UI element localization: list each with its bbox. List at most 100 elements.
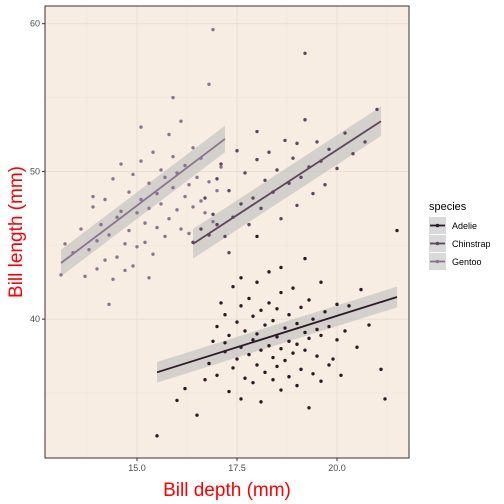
point-adelie-78 (343, 329, 347, 333)
point-gentoo-6 (91, 205, 95, 209)
point-chinstrap-22 (275, 168, 279, 172)
point-adelie-66 (311, 317, 315, 321)
point-adelie-16 (235, 357, 239, 361)
point-gentoo-23 (131, 172, 135, 177)
point-chinstrap-40 (363, 140, 367, 144)
point-adelie-87 (239, 276, 243, 280)
point-gentoo-1 (63, 242, 67, 246)
point-adelie-54 (291, 286, 295, 290)
point-gentoo-35 (155, 225, 159, 230)
point-gentoo-58 (207, 180, 211, 184)
y-tick-label-2: 60 (30, 19, 40, 29)
point-gentoo-19 (123, 242, 127, 246)
point-gentoo-32 (151, 150, 155, 154)
point-gentoo-29 (143, 240, 147, 245)
point-adelie-85 (395, 228, 399, 233)
point-adelie-90 (303, 256, 307, 261)
point-adelie-67 (315, 354, 319, 358)
x-tick-label-1: 17.5 (228, 463, 246, 473)
point-adelie-80 (355, 345, 359, 349)
point-chinstrap-36 (327, 147, 331, 151)
point-gentoo-63 (107, 302, 111, 307)
point-chinstrap-7 (219, 162, 223, 166)
point-adelie-56 (295, 342, 299, 346)
point-adelie-49 (283, 326, 287, 330)
point-gentoo-47 (179, 227, 183, 231)
point-gentoo-55 (199, 199, 203, 203)
point-gentoo-52 (191, 146, 195, 150)
point-chinstrap-19 (263, 178, 267, 183)
point-adelie-91 (319, 280, 323, 284)
point-gentoo-68 (139, 125, 143, 129)
point-gentoo-40 (167, 132, 171, 137)
point-gentoo-10 (103, 258, 107, 262)
point-chinstrap-8 (223, 234, 227, 239)
point-adelie-57 (295, 321, 299, 326)
point-gentoo-17 (119, 162, 123, 166)
point-adelie-0 (155, 434, 159, 438)
point-chinstrap-29 (299, 175, 303, 180)
point-adelie-13 (227, 333, 231, 338)
point-adelie-6 (211, 339, 215, 344)
point-adelie-4 (203, 378, 207, 382)
point-adelie-63 (307, 336, 311, 341)
point-adelie-70 (319, 333, 323, 338)
point-adelie-46 (279, 346, 283, 351)
point-gentoo-16 (115, 255, 119, 259)
point-gentoo-50 (187, 183, 191, 187)
point-gentoo-18 (119, 209, 123, 214)
point-adelie-40 (271, 355, 275, 360)
point-chinstrap-5 (215, 177, 219, 181)
point-adelie-17 (235, 320, 239, 324)
legend-key-point-chinstrap (435, 241, 440, 246)
point-gentoo-9 (99, 222, 103, 227)
point-gentoo-24 (135, 211, 139, 215)
point-chinstrap-42 (303, 51, 307, 55)
point-adelie-75 (335, 338, 339, 342)
point-adelie-58 (299, 367, 303, 372)
point-gentoo-20 (127, 190, 131, 194)
point-chinstrap-17 (255, 129, 259, 134)
point-adelie-37 (267, 301, 271, 305)
y-tick-label-1: 50 (30, 166, 40, 176)
x-tick-label-2: 20.0 (328, 463, 346, 473)
point-gentoo-3 (79, 227, 83, 231)
point-adelie-84 (383, 397, 387, 401)
point-gentoo-33 (151, 252, 155, 256)
point-chinstrap-13 (243, 171, 247, 175)
point-chinstrap-12 (239, 202, 243, 206)
point-gentoo-57 (203, 211, 207, 215)
point-gentoo-51 (187, 231, 191, 236)
point-chinstrap-18 (259, 206, 263, 211)
point-gentoo-59 (211, 219, 215, 224)
point-chinstrap-9 (227, 188, 231, 193)
point-adelie-89 (279, 265, 283, 270)
legend-key-point-adelie (435, 223, 440, 228)
point-adelie-27 (251, 314, 255, 318)
point-adelie-45 (279, 388, 283, 392)
point-adelie-8 (215, 324, 219, 329)
point-gentoo-34 (155, 191, 159, 196)
point-gentoo-27 (139, 159, 143, 163)
legend: species Adelie Chinstrap Gentoo (429, 201, 491, 270)
legend-title: species (429, 201, 467, 213)
trend-lines (60, 120, 398, 374)
point-gentoo-25 (135, 245, 139, 249)
point-gentoo-53 (191, 205, 195, 209)
point-adelie-26 (251, 338, 255, 342)
trend-line-adelie (156, 296, 398, 374)
point-chinstrap-32 (311, 191, 315, 196)
point-gentoo-64 (171, 95, 175, 100)
point-chinstrap-43 (227, 250, 231, 255)
point-adelie-55 (295, 383, 299, 388)
point-gentoo-39 (163, 175, 167, 180)
legend-label-chinstrap: Chinstrap (452, 239, 491, 249)
point-gentoo-66 (211, 27, 215, 32)
point-chinstrap-27 (295, 203, 299, 208)
point-adelie-83 (379, 367, 383, 372)
point-gentoo-61 (219, 165, 223, 169)
trend-line-chinstrap (192, 120, 382, 245)
x-axis-title: Bill depth (mm) (163, 480, 291, 501)
point-adelie-3 (195, 413, 199, 417)
point-adelie-31 (259, 400, 263, 404)
